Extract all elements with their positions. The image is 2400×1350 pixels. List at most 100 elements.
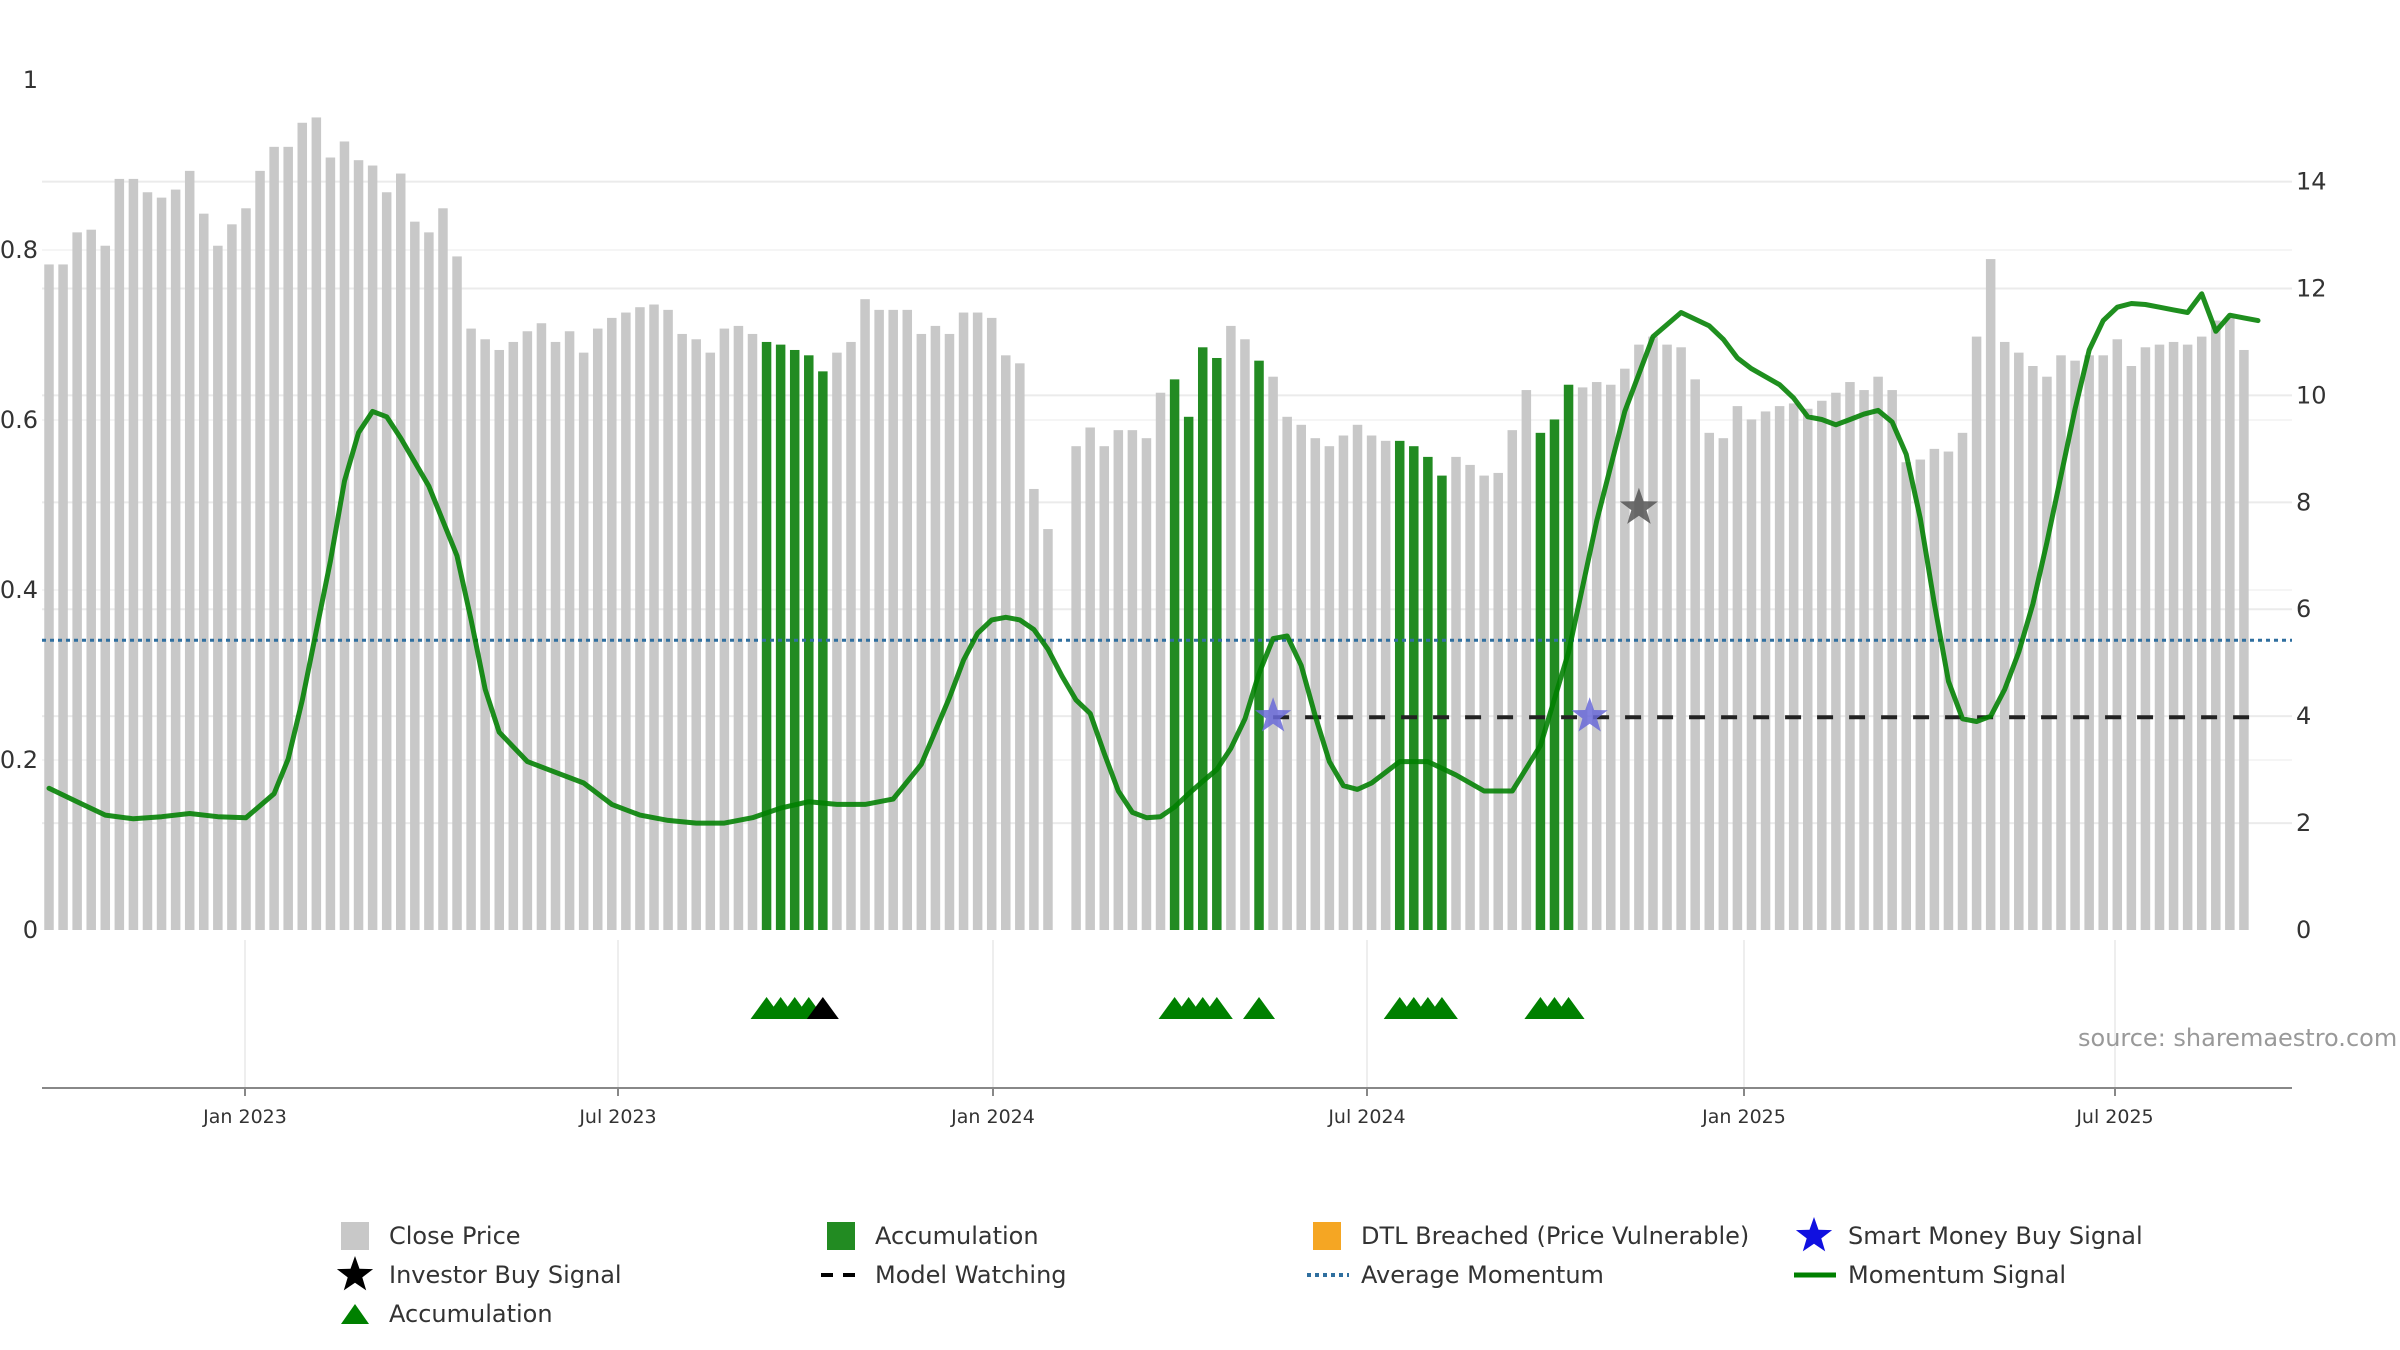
accumulation-triangle-icon	[1425, 997, 1458, 1019]
close-price-bar	[227, 224, 237, 931]
close-price-bar	[1803, 408, 1813, 931]
y-left-tick-label: 0.4	[0, 576, 38, 604]
close-price-bar	[1760, 411, 1771, 930]
close-price-bar	[1999, 341, 2010, 930]
close-price-bar	[1887, 390, 1897, 931]
close-price-bar	[1845, 382, 1855, 930]
close-price-bar	[860, 299, 870, 931]
close-price-bar	[2154, 344, 2165, 930]
close-price-bar	[1577, 387, 1588, 931]
close-price-bar	[1732, 406, 1743, 931]
close-price-bar	[283, 146, 293, 930]
close-price-bar	[1071, 446, 1081, 930]
close-price-bar	[1521, 390, 1532, 931]
accumulation-triangle-icon	[1200, 997, 1233, 1019]
close-price-bar	[311, 117, 322, 930]
close-price-bar	[691, 339, 701, 930]
close-price-bar	[1043, 529, 1053, 930]
close-price-bar	[142, 192, 153, 930]
close-price-bar	[1662, 344, 1672, 930]
close-price-bar	[1015, 363, 1025, 930]
smart-money-star-icon	[1255, 697, 1292, 732]
close-price-bar	[846, 341, 856, 930]
vertical-grid	[244, 940, 2116, 1088]
close-price-bar	[410, 221, 420, 930]
accumulation-bar	[761, 341, 772, 930]
close-price-bar	[1943, 451, 1954, 930]
line-layer	[42, 291, 2292, 826]
close-price-bar	[2112, 339, 2123, 930]
close-price-bar	[902, 309, 913, 930]
y-left-tick-label: 0.8	[0, 236, 38, 264]
close-price-bar	[1282, 416, 1292, 930]
x-tick-label: Jan 2023	[202, 1106, 287, 1128]
close-price-bar	[536, 323, 547, 930]
close-price-bar	[255, 170, 265, 931]
close-price-bar	[916, 333, 927, 931]
y-right-tick-label: 6	[2296, 595, 2311, 623]
close-price-bar	[1001, 355, 1011, 930]
close-price-bar	[1113, 430, 1124, 930]
accumulation-bar	[1212, 357, 1222, 930]
close-price-bar	[44, 264, 54, 930]
close-price-bar	[1366, 435, 1377, 930]
accumulation-bar	[818, 371, 828, 931]
close-price-bar	[1155, 392, 1166, 930]
black-triangle-icon	[806, 997, 839, 1019]
close-price-bar	[1648, 336, 1658, 930]
close-price-bar	[396, 173, 406, 930]
y-left-tick-label: 1	[23, 66, 38, 94]
close-price-bar	[1929, 448, 1940, 930]
accumulation-triangle-icon	[1552, 997, 1585, 1019]
y-left-tick-label: 0.2	[0, 746, 38, 774]
close-price-bar	[1859, 390, 1869, 931]
close-price-bar	[1591, 382, 1602, 930]
close-price-bar	[1479, 475, 1489, 930]
close-price-bar	[269, 146, 279, 930]
close-price-bar	[381, 192, 392, 930]
x-tick-label: Jul 2025	[2075, 1106, 2153, 1128]
close-price-bar	[719, 328, 730, 930]
x-tick-label: Jan 2025	[1701, 1106, 1786, 1128]
close-price-bar	[564, 331, 575, 930]
close-price-bar	[100, 245, 111, 930]
close-price-bar	[663, 309, 673, 930]
close-price-bar	[1915, 459, 1926, 930]
accumulation-bar	[1423, 456, 1433, 930]
accumulation-bar	[1394, 440, 1405, 930]
close-price-bar	[2126, 366, 2137, 930]
accumulation-bar	[1535, 432, 1546, 930]
close-price-bar	[2042, 376, 2052, 930]
accumulation-bar	[1549, 419, 1560, 930]
smart-money-star-icon	[1571, 697, 1608, 732]
accumulation-bar	[1197, 347, 1208, 930]
close-price-bar	[1338, 435, 1349, 930]
close-price-bar	[733, 325, 744, 930]
close-price-bar	[607, 317, 617, 931]
close-price-bar	[170, 189, 181, 931]
close-price-bar	[367, 165, 378, 930]
close-price-bar	[1099, 446, 1109, 930]
close-price-bar	[944, 333, 955, 931]
close-price-bar	[1873, 376, 1883, 930]
close-price-bar	[2168, 341, 2179, 930]
close-price-bar	[353, 160, 364, 931]
x-tick-label: Jul 2024	[1327, 1106, 1405, 1128]
close-price-bar	[2225, 317, 2235, 931]
close-price-bar	[241, 208, 251, 930]
close-price-bar	[128, 178, 139, 931]
close-price-bar	[1606, 384, 1616, 930]
source-credit: source: sharemaestro.com	[2078, 1024, 2398, 1052]
close-price-bar	[1324, 446, 1335, 930]
close-price-bar	[1310, 438, 1321, 930]
close-price-bar	[958, 312, 969, 930]
close-price-bar	[550, 341, 561, 930]
close-price-bar	[1774, 406, 1785, 931]
close-price-bar	[1971, 336, 1982, 930]
grid	[42, 180, 2292, 825]
marker-layer	[750, 487, 1658, 1019]
close-price-bar	[156, 197, 167, 931]
bar-layer	[44, 117, 2249, 931]
y-right-tick-label: 10	[2296, 381, 2327, 409]
